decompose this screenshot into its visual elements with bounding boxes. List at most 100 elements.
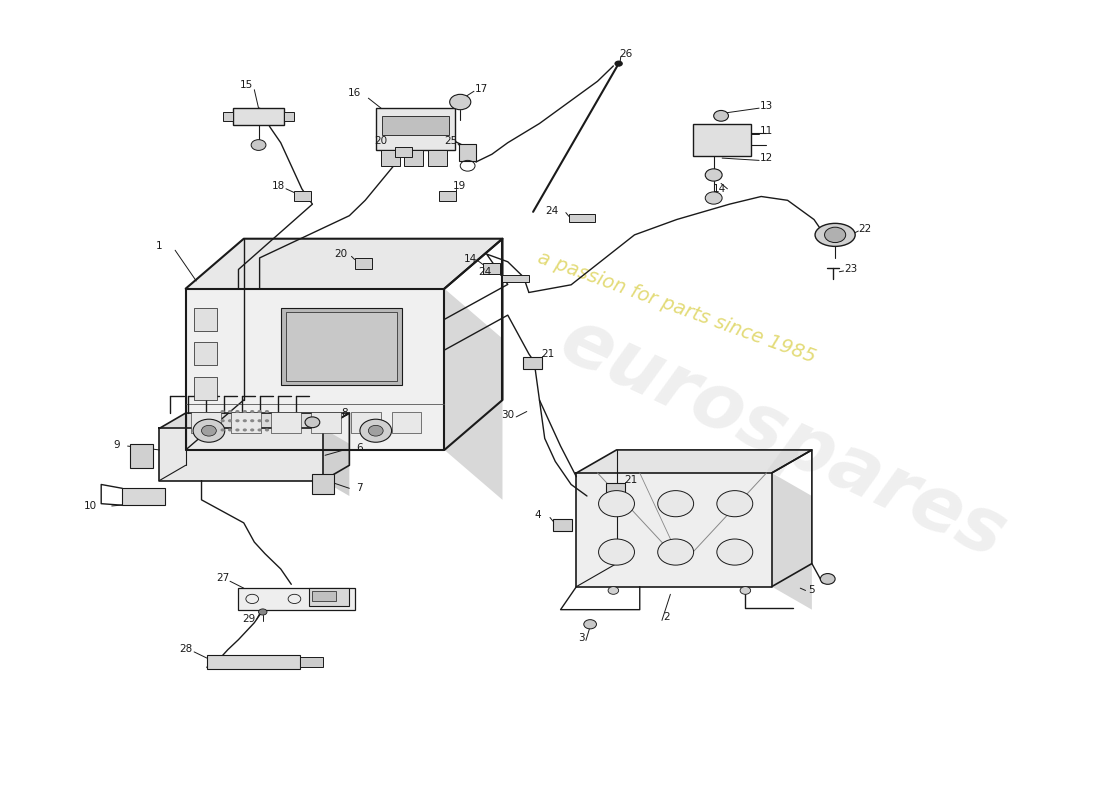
Text: 15: 15 [240, 80, 254, 90]
Text: 21: 21 [541, 349, 554, 359]
Bar [382, 116, 449, 135]
Bar [191, 411, 220, 433]
Bar [405, 150, 424, 166]
Text: 26: 26 [619, 50, 632, 59]
Circle shape [598, 539, 635, 565]
Bar [130, 444, 153, 468]
Circle shape [705, 169, 722, 181]
Text: 11: 11 [760, 126, 773, 136]
Bar [312, 591, 336, 602]
Bar [439, 191, 456, 201]
Circle shape [740, 586, 750, 594]
Circle shape [257, 419, 262, 422]
Bar [553, 519, 572, 531]
Text: 14: 14 [464, 254, 477, 264]
Circle shape [450, 94, 471, 110]
Circle shape [228, 419, 232, 422]
Bar [280, 308, 403, 385]
Bar [376, 108, 455, 150]
Circle shape [305, 417, 320, 428]
Circle shape [243, 429, 246, 431]
Text: 6: 6 [356, 443, 363, 454]
Circle shape [201, 426, 217, 436]
Polygon shape [186, 238, 503, 289]
Circle shape [251, 140, 266, 150]
Circle shape [265, 410, 269, 413]
Circle shape [717, 539, 752, 565]
Bar [233, 108, 284, 125]
Text: 2: 2 [663, 612, 670, 622]
Bar [207, 655, 299, 669]
Bar [569, 214, 595, 222]
Bar [272, 411, 300, 433]
Bar [606, 483, 625, 495]
Text: 16: 16 [348, 88, 361, 98]
Bar [194, 342, 218, 366]
Text: 19: 19 [452, 182, 465, 191]
Polygon shape [576, 450, 812, 473]
Text: a passion for parts since 1985: a passion for parts since 1985 [535, 249, 818, 367]
Circle shape [235, 419, 240, 422]
Bar [194, 377, 218, 400]
Circle shape [235, 429, 240, 431]
Circle shape [258, 609, 267, 615]
Circle shape [598, 490, 635, 517]
Text: 24: 24 [546, 206, 559, 216]
Circle shape [584, 620, 596, 629]
Circle shape [250, 419, 254, 422]
Text: 17: 17 [475, 84, 488, 94]
Text: 12: 12 [760, 153, 773, 163]
Bar [354, 258, 372, 269]
Bar [459, 144, 476, 161]
Bar [286, 312, 397, 381]
Circle shape [220, 429, 224, 431]
Text: eurospares: eurospares [548, 303, 1016, 574]
Text: 9: 9 [113, 439, 120, 450]
Text: 18: 18 [272, 182, 285, 191]
Bar [194, 411, 218, 434]
Circle shape [705, 192, 722, 204]
Text: 8: 8 [341, 408, 348, 418]
Bar [693, 123, 750, 156]
Circle shape [265, 419, 269, 422]
Polygon shape [323, 429, 350, 496]
Circle shape [821, 574, 835, 584]
Circle shape [228, 429, 232, 431]
Polygon shape [576, 473, 772, 586]
Polygon shape [160, 413, 350, 429]
Circle shape [250, 410, 254, 413]
Bar [122, 488, 165, 506]
Circle shape [265, 429, 269, 431]
Polygon shape [444, 289, 503, 500]
Bar [222, 112, 233, 122]
Circle shape [360, 419, 392, 442]
Circle shape [243, 410, 246, 413]
Bar [311, 411, 341, 433]
Text: 1: 1 [156, 242, 163, 251]
Text: 7: 7 [356, 483, 363, 494]
Text: 29: 29 [242, 614, 255, 624]
Text: 23: 23 [845, 265, 858, 274]
Circle shape [257, 429, 262, 431]
Circle shape [243, 419, 246, 422]
Text: 27: 27 [216, 573, 229, 583]
Bar [295, 191, 311, 201]
Text: 30: 30 [502, 410, 515, 420]
Bar [395, 146, 411, 158]
Circle shape [220, 419, 224, 422]
Text: 10: 10 [84, 501, 97, 511]
Bar [352, 411, 381, 433]
Circle shape [250, 429, 254, 431]
Text: 22: 22 [858, 224, 871, 234]
Bar [428, 150, 447, 166]
Circle shape [368, 426, 383, 436]
Bar [239, 588, 354, 610]
Circle shape [608, 586, 618, 594]
Text: 28: 28 [179, 644, 192, 654]
Circle shape [257, 410, 262, 413]
Bar [284, 112, 295, 122]
Circle shape [235, 410, 240, 413]
Text: 21: 21 [625, 475, 638, 485]
Circle shape [825, 227, 846, 242]
Bar [309, 588, 350, 606]
